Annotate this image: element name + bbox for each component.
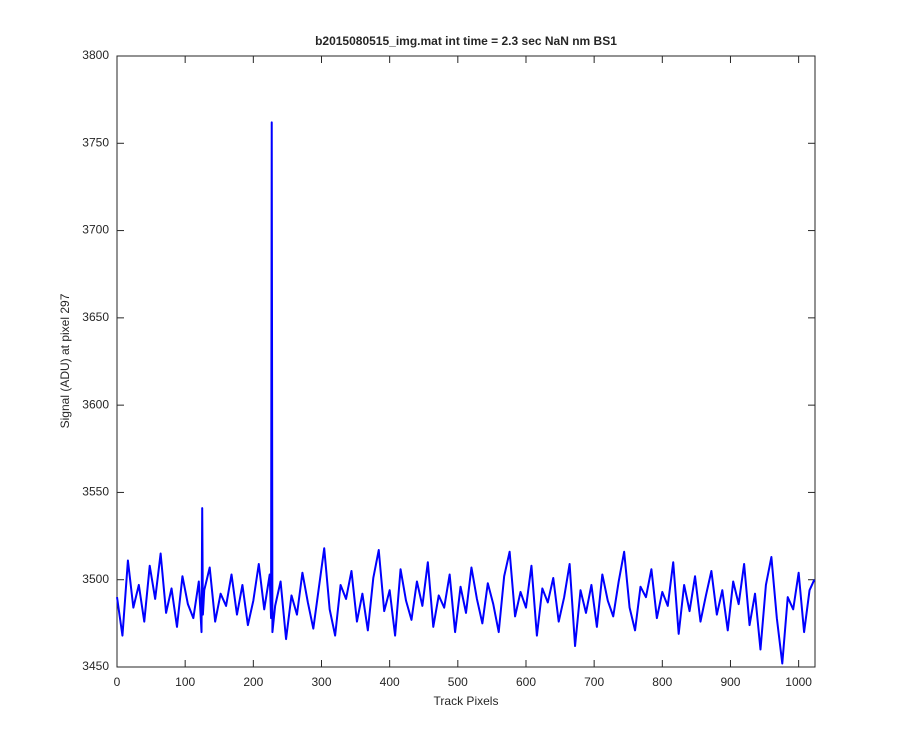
y-tick-label: 3750	[82, 135, 109, 149]
data-line	[116, 121, 816, 665]
y-tick-label: 3800	[82, 48, 109, 62]
y-tick-label: 3600	[82, 397, 109, 411]
x-tick-label: 500	[448, 675, 468, 689]
x-tick-label: 100	[175, 675, 195, 689]
x-tick-label: 800	[652, 675, 672, 689]
x-tick-label: 400	[380, 675, 400, 689]
y-tick-label: 3450	[82, 659, 109, 673]
x-tick-label: 700	[584, 675, 604, 689]
y-tick-label: 3550	[82, 485, 109, 499]
y-tick-label: 3700	[82, 223, 109, 237]
x-tick-label: 0	[114, 675, 121, 689]
x-tick-label: 900	[720, 675, 740, 689]
x-axis-label: Track Pixels	[434, 694, 499, 708]
y-tick-label: 3500	[82, 572, 109, 586]
x-tick-label: 300	[311, 675, 331, 689]
y-tick-label: 3650	[82, 310, 109, 324]
x-tick-label: 600	[516, 675, 536, 689]
chart-title: b2015080515_img.mat int time = 2.3 sec N…	[315, 34, 617, 48]
axes-box	[116, 55, 816, 668]
x-tick-label: 200	[243, 675, 263, 689]
x-tick-label: 1000	[785, 675, 812, 689]
y-axis-label: Signal (ADU) at pixel 297	[58, 293, 72, 428]
